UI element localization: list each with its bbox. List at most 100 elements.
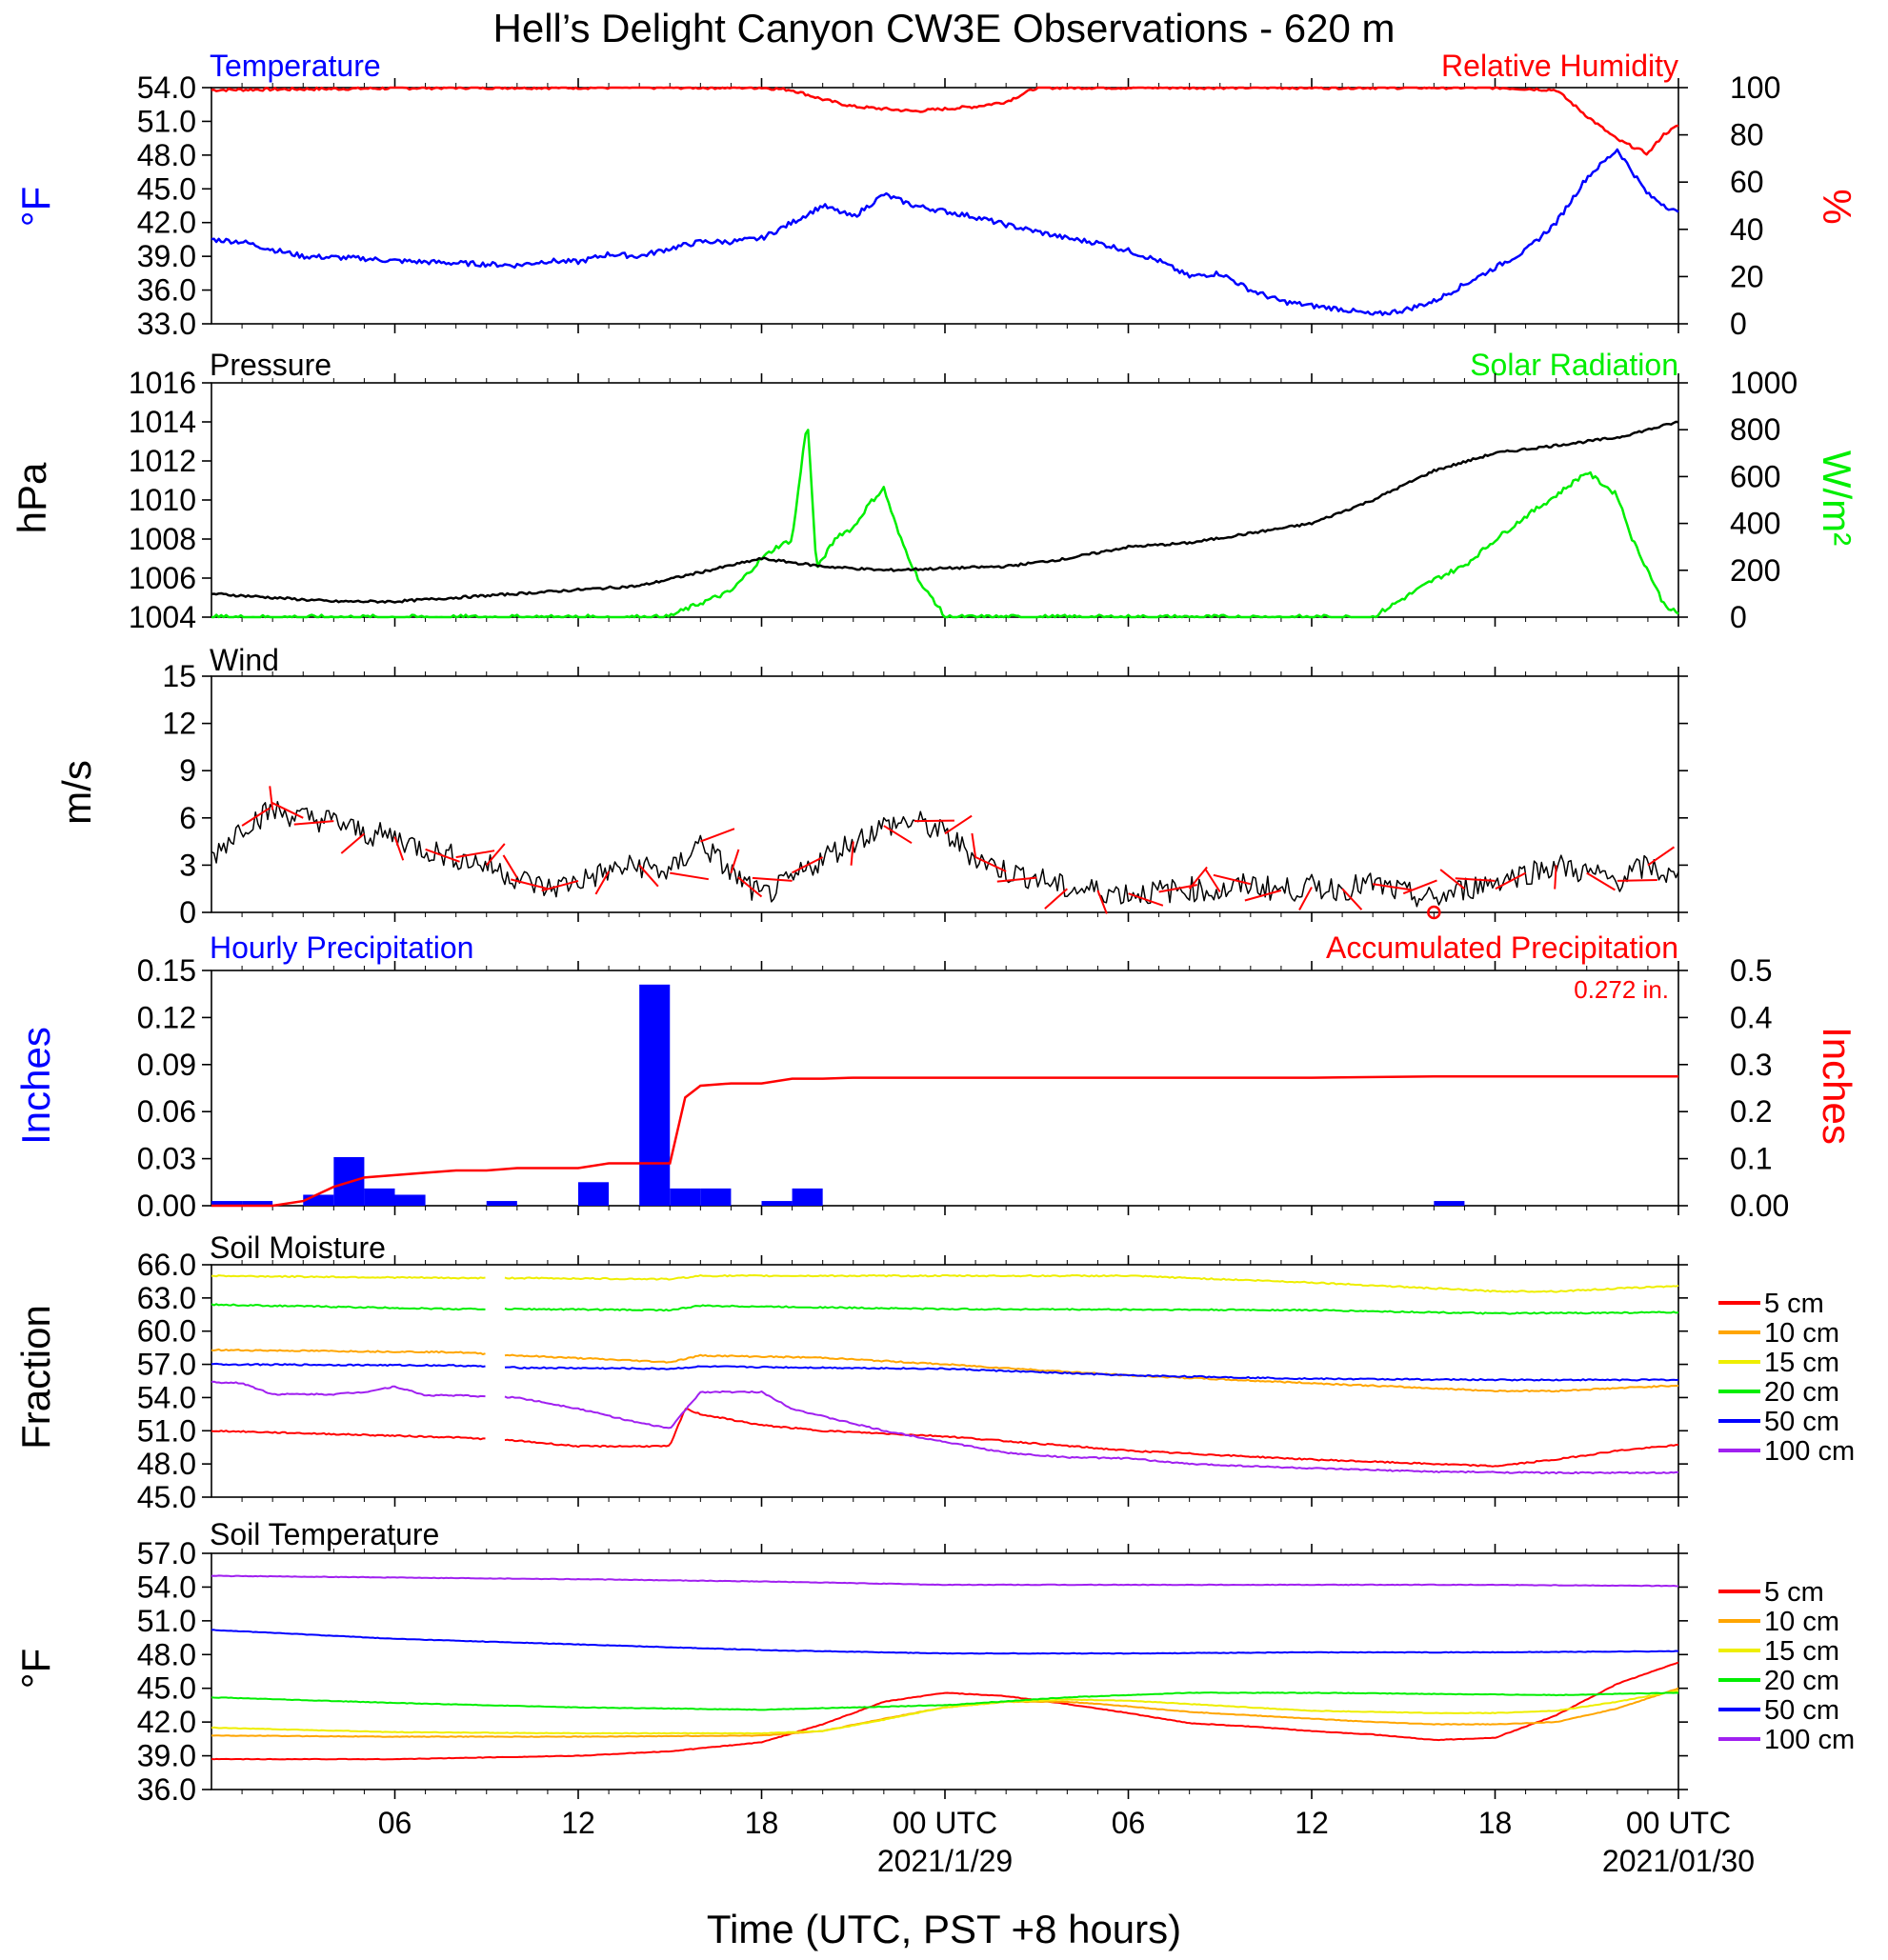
hourly-precip-bar <box>1434 1201 1465 1206</box>
hourly-precip-bar <box>211 1201 243 1206</box>
accum-precip-title: Accumulated Precipitation <box>1326 930 1678 965</box>
legend-label: 100 cm <box>1764 1436 1855 1467</box>
y-tick-label: 1012 <box>129 444 196 478</box>
temperature-series-line <box>211 148 1679 316</box>
hourly-precip-bar <box>303 1194 334 1206</box>
soil-moisture-series-line <box>211 1348 1679 1393</box>
wind-barb <box>241 807 271 827</box>
wind-axis-unit: m/s <box>54 760 99 825</box>
y-tick-label: 6 <box>179 801 196 835</box>
y-tick-label: 54.0 <box>137 70 196 105</box>
wind-barb <box>393 836 405 861</box>
wind-barb <box>699 828 735 843</box>
temperature-axis-unit: °F <box>13 187 58 227</box>
wind-barb <box>455 850 495 859</box>
y-tick-label: 51.0 <box>137 104 196 138</box>
x-tick-label: 00 UTC <box>893 1806 997 1840</box>
soil-moisture-axis-unit: Fraction <box>13 1305 58 1450</box>
y-tick-label: 45.0 <box>137 1671 196 1706</box>
y-tick-label: 39.0 <box>137 1739 196 1773</box>
y-tick-label: 0.03 <box>137 1142 196 1176</box>
panel-border <box>211 970 1679 1207</box>
soil-temperature-series-line <box>211 1691 1679 1711</box>
accum-precip-total: 0.272 in. <box>1574 975 1669 1004</box>
wind-barb <box>1044 888 1068 910</box>
wind-barb <box>850 841 854 866</box>
y-tick-label: 36.0 <box>137 273 196 308</box>
wind-speed-series-line <box>211 800 1679 908</box>
y-tick-label: 57.0 <box>137 1536 196 1570</box>
legend-label: 10 cm <box>1764 1318 1839 1349</box>
wind-barb <box>271 802 304 819</box>
wind-barb <box>944 814 973 835</box>
solar-title: Solar Radiation <box>1470 348 1678 382</box>
y-tick-label: 48.0 <box>137 138 196 172</box>
hourly-precip-bar <box>242 1201 273 1206</box>
x-axis-label: Time (UTC, PST +8 hours) <box>707 1907 1181 1951</box>
wind-barb <box>752 876 793 882</box>
wind-barb <box>1213 873 1252 886</box>
wind-barb <box>1244 889 1282 902</box>
hourly-precip-bar <box>700 1188 732 1206</box>
precip-left-axis-unit: Inches <box>13 1027 58 1145</box>
wind-barb <box>1188 866 1208 890</box>
y-tick-label: 0.00 <box>137 1189 196 1223</box>
panel-frame-wind: 15 12 9 6 3 0 <box>162 659 1688 930</box>
y-tick-label: 1014 <box>129 405 196 439</box>
y2-tick-label: 0.00 <box>1730 1189 1789 1223</box>
wind-barb <box>1402 879 1437 895</box>
humidity-axis-unit: % <box>1815 189 1859 224</box>
wind-title: Wind <box>210 643 279 677</box>
panel-frame-soil_temp: 57.054.051.048.045.042.039.036.0 06 12 18 00… <box>137 1536 1855 1878</box>
x-tick-label: 00 UTC <box>1626 1806 1731 1840</box>
y2-tick-label: 200 <box>1730 553 1780 588</box>
soil-temperature-series-line <box>211 1629 1679 1655</box>
humidity-title: Relative Humidity <box>1441 49 1678 83</box>
wind-barb <box>883 825 913 845</box>
legend-label: 50 cm <box>1764 1695 1839 1726</box>
x-tick-date-label: 2021/1/29 <box>877 1844 1013 1878</box>
pressure-series-line <box>211 420 1679 604</box>
y-tick-label: 33.0 <box>137 307 196 341</box>
legend-label: 20 cm <box>1764 1377 1839 1408</box>
legend-label: 15 cm <box>1764 1636 1839 1667</box>
x-tick-label: 12 <box>561 1806 595 1840</box>
panel-border <box>211 675 1679 913</box>
wind-barb <box>1617 879 1657 882</box>
soil-moisture-title: Soil Moisture <box>210 1230 386 1265</box>
precipitation-panel: Hourly Precipitation Accumulated Precipi… <box>13 930 1859 1145</box>
legend-label: 50 cm <box>1764 1407 1839 1437</box>
y2-tick-label: 40 <box>1730 212 1764 247</box>
soil-temperature-title: Soil Temperature <box>210 1517 439 1551</box>
y2-tick-label: 0 <box>1730 307 1747 341</box>
wind-barb <box>974 855 1007 872</box>
hourly-precip-title: Hourly Precipitation <box>210 930 473 965</box>
wind-barb <box>971 832 977 858</box>
y2-tick-label: 0.3 <box>1730 1048 1772 1082</box>
y-tick-label: 54.0 <box>137 1380 196 1414</box>
hourly-precip-bar <box>792 1188 823 1206</box>
y-tick-label: 1006 <box>129 561 196 595</box>
wind-barb <box>1455 877 1496 882</box>
x-tick-label: 18 <box>1478 1806 1513 1840</box>
y2-tick-label: 20 <box>1730 259 1764 293</box>
wind-barb <box>511 878 549 890</box>
y-tick-label: 1010 <box>129 483 196 517</box>
x-tick-label: 12 <box>1295 1806 1329 1840</box>
hourly-precip-bar <box>639 984 671 1206</box>
wind-barb <box>1647 846 1676 867</box>
x-tick-date-label: 2021/01/30 <box>1602 1844 1755 1878</box>
y-tick-label: 15 <box>162 659 196 693</box>
wind-barb <box>737 876 763 898</box>
temperature-humidity-panel: Temperature Relative Humidity °F % <box>13 49 1859 227</box>
soil-moisture-series-line <box>211 1362 1679 1382</box>
wind-barb <box>1373 883 1413 891</box>
y-tick-label: 0.15 <box>137 953 196 988</box>
wind-barb <box>792 856 824 874</box>
wind-barb <box>1341 888 1363 910</box>
legend-label: 100 cm <box>1764 1725 1855 1755</box>
y-tick-label: 45.0 <box>137 171 196 206</box>
y2-tick-label: 800 <box>1730 412 1780 447</box>
panel-frame-pressure_solar: 1016 1014 1012 1010 1008 1006 1004 1000 800 600 40… <box>129 366 1798 634</box>
